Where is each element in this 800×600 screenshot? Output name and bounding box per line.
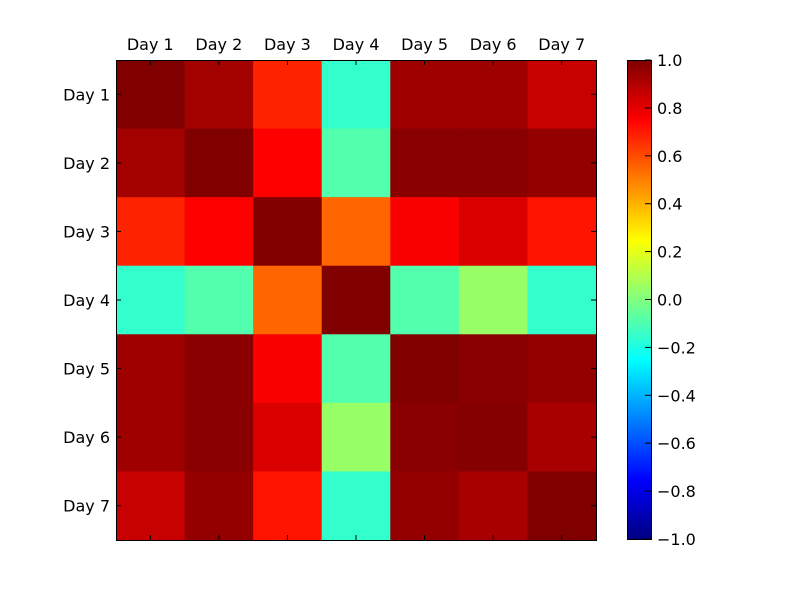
colorbar-tick-label: 0.4 xyxy=(657,195,682,214)
heatmap-cells xyxy=(116,60,597,541)
heatmap-cell xyxy=(321,197,391,267)
heatmap-cell xyxy=(390,128,460,198)
heatmap-cell xyxy=(321,60,391,130)
heatmap-cell xyxy=(458,60,528,130)
heatmap-cell xyxy=(184,471,254,541)
y-tick-label: Day 3 xyxy=(63,222,110,241)
heatmap-cell xyxy=(527,334,597,404)
heatmap-cell xyxy=(458,334,528,404)
heatmap-cell xyxy=(390,197,460,267)
colorbar-tick-label: −0.8 xyxy=(657,482,696,501)
heatmap-cell xyxy=(458,402,528,472)
colorbar-tick-label: −0.2 xyxy=(657,338,696,357)
heatmap-cell xyxy=(390,402,460,472)
heatmap-cell xyxy=(321,471,391,541)
colorbar-tick-label: 0.0 xyxy=(657,291,682,310)
heatmap-cell xyxy=(184,128,254,198)
heatmap-cell xyxy=(253,128,323,198)
heatmap-cell xyxy=(116,402,186,472)
colorbar-ticks: −1.0 −0.8 −0.6 −0.4 −0.2 0.0 0.2 0.4 0.6 0.8 1.0 xyxy=(645,51,696,549)
colorbar-tick-label: −0.4 xyxy=(657,386,696,405)
heatmap-cell xyxy=(253,402,323,472)
heatmap-cell xyxy=(253,60,323,130)
heatmap-cell xyxy=(116,334,186,404)
y-axis-ticks: Day 1 Day 2 Day 3 Day 4 Day 5 Day 6 Day 7 xyxy=(63,85,596,516)
heatmap-cell xyxy=(253,197,323,267)
colorbar-tick-label: 0.8 xyxy=(657,99,682,118)
heatmap-cell xyxy=(321,334,391,404)
colorbar-tick-label: −0.6 xyxy=(657,434,696,453)
heatmap-cell xyxy=(458,265,528,335)
y-tick-label: Day 5 xyxy=(63,360,110,379)
colorbar-tick-label: 0.6 xyxy=(657,147,682,166)
heatmap-cell xyxy=(116,60,186,130)
heatmap-cell xyxy=(390,60,460,130)
colorbar-tick-label: 1.0 xyxy=(657,51,682,70)
heatmap-cell xyxy=(458,128,528,198)
heatmap-cell xyxy=(253,334,323,404)
x-tick-label: Day 7 xyxy=(538,35,585,54)
colorbar-tick-label: 0.2 xyxy=(657,243,682,262)
heatmap-cell xyxy=(184,334,254,404)
heatmap-cell xyxy=(184,197,254,267)
heatmap-cell xyxy=(458,197,528,267)
heatmap-cell xyxy=(116,471,186,541)
x-tick-label: Day 6 xyxy=(470,35,517,54)
heatmap-cell xyxy=(527,402,597,472)
heatmap-cell xyxy=(527,128,597,198)
heatmap-cell xyxy=(184,402,254,472)
heatmap-cell xyxy=(527,197,597,267)
heatmap-cell xyxy=(527,265,597,335)
heatmap-cell xyxy=(527,471,597,541)
x-axis-ticks: Day 1 Day 2 Day 3 Day 4 Day 5 Day 6 Day 7 xyxy=(127,35,585,540)
heatmap-cell xyxy=(253,471,323,541)
x-tick-label: Day 1 xyxy=(127,35,174,54)
x-tick-label: Day 3 xyxy=(264,35,311,54)
heatmap-cell xyxy=(458,471,528,541)
colorbar-tick-label: −1.0 xyxy=(657,530,696,549)
heatmap-cell xyxy=(116,128,186,198)
heatmap-cell xyxy=(390,471,460,541)
y-tick-label: Day 6 xyxy=(63,428,110,447)
y-tick-label: Day 7 xyxy=(63,497,110,516)
heatmap-cell xyxy=(116,265,186,335)
heatmap-cell xyxy=(321,402,391,472)
heatmap-cell xyxy=(321,128,391,198)
y-tick-label: Day 1 xyxy=(63,85,110,104)
heatmap-cell xyxy=(390,265,460,335)
y-tick-label: Day 2 xyxy=(63,154,110,173)
heatmap-cell xyxy=(253,265,323,335)
y-tick-label: Day 4 xyxy=(63,291,110,310)
x-tick-label: Day 4 xyxy=(333,35,380,54)
heatmap-cell xyxy=(321,265,391,335)
x-tick-label: Day 2 xyxy=(195,35,242,54)
colorbar xyxy=(627,60,652,540)
heatmap-cell xyxy=(116,197,186,267)
heatmap-cell xyxy=(184,265,254,335)
heatmap-cell xyxy=(527,60,597,130)
heatmap-cell xyxy=(390,334,460,404)
heatmap-cell xyxy=(184,60,254,130)
x-tick-label: Day 5 xyxy=(401,35,448,54)
